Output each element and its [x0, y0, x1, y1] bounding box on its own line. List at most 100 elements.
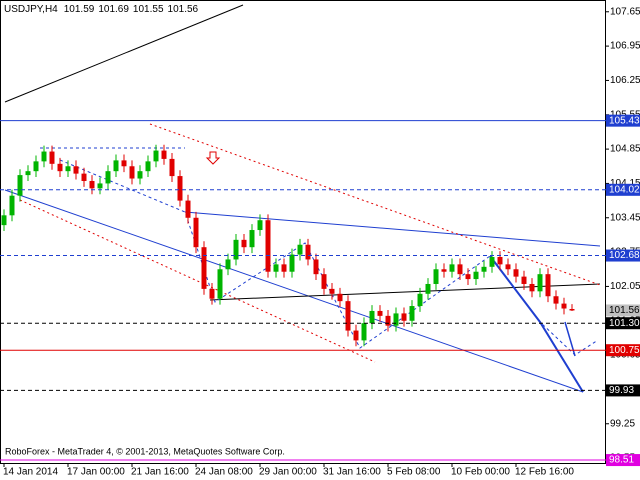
level-label-box: [606, 344, 640, 357]
candle-body: [137, 171, 143, 179]
candle-body: [9, 195, 15, 216]
candle-body: [513, 269, 519, 277]
candle-body: [169, 158, 175, 177]
candle-body: [289, 254, 295, 272]
candle-body: [409, 306, 415, 321]
candle-body: [177, 176, 183, 201]
level-label-box: [606, 114, 640, 127]
candle-body: [89, 180, 95, 189]
bid-label-box: [606, 304, 640, 317]
candle-body: [377, 310, 383, 316]
candle-body: [385, 315, 391, 326]
candle-body: [433, 269, 439, 284]
symbol: USDJPY,H4: [4, 4, 58, 15]
y-tick-label: 107.65: [610, 6, 640, 17]
y-tick-label: 102.05: [610, 281, 640, 292]
y-tick-label: 106.25: [610, 75, 640, 86]
candle-body: [553, 296, 559, 304]
candle-body: [73, 166, 79, 174]
trend-line: [4, 189, 584, 393]
annotations: [4, 4, 601, 393]
wave-line: [59, 159, 599, 356]
level-label: 99.93: [609, 385, 634, 396]
candle-body: [465, 274, 471, 280]
level-label-box: [606, 384, 640, 397]
x-tick-label: 24 Jan 08:00: [195, 467, 253, 478]
candle-body: [1, 215, 7, 226]
candle-body: [329, 288, 335, 294]
candle-body: [33, 161, 39, 172]
x-tick-label: 29 Jan 00:00: [259, 467, 317, 478]
candle-body: [545, 274, 551, 297]
level-label-box: [606, 454, 640, 467]
y-tick-label: 99.25: [610, 418, 635, 429]
candle-body: [273, 264, 279, 272]
candle-body: [449, 264, 455, 272]
candle-body: [25, 171, 31, 176]
candle-body: [57, 163, 63, 172]
candle-body: [441, 269, 447, 272]
candle-body: [113, 160, 119, 172]
x-tick-label: 10 Feb 00:00: [451, 467, 510, 478]
candle-body: [345, 301, 351, 331]
x-tick-label: 31 Jan 16:00: [323, 467, 381, 478]
candle-body: [121, 160, 127, 167]
y-tick-label: 104.85: [610, 144, 640, 155]
level-label: 102.68: [609, 250, 640, 261]
candle-body: [81, 173, 87, 181]
candle-body: [193, 217, 199, 248]
x-tick-label: 12 Feb 16:00: [515, 467, 574, 478]
header-high: 101.69: [98, 4, 129, 15]
candle-body: [105, 171, 111, 184]
plot-border: [0, 0, 606, 464]
level-label: 104.02: [609, 184, 640, 195]
candle-body: [145, 161, 151, 172]
candle-body: [281, 264, 287, 272]
trend-line: [4, 4, 244, 103]
candle-body: [561, 303, 567, 309]
header-close: 101.56: [168, 4, 199, 15]
candle-body: [537, 274, 543, 292]
candle-body: [425, 283, 431, 294]
candle-body: [393, 313, 399, 326]
candle-body: [209, 288, 215, 299]
candle-body: [489, 257, 495, 267]
candle-body: [481, 266, 487, 272]
level-label: 101.30: [609, 318, 640, 329]
level-label: 105.43: [609, 115, 640, 126]
x-tick-label: 21 Jan 16:00: [131, 467, 189, 478]
channel-line: [19, 199, 376, 363]
header-low: 101.55: [133, 4, 164, 15]
candle-body: [241, 239, 247, 248]
candle-body: [361, 323, 367, 341]
candle-body: [65, 166, 71, 172]
level-label-box: [606, 317, 640, 330]
level-label: 98.51: [609, 455, 634, 466]
x-tick-label: 5 Feb 08:00: [387, 467, 441, 478]
candle-body: [201, 247, 207, 289]
projection-line: [489, 255, 584, 393]
x-tick-label: 17 Jan 00:00: [67, 467, 125, 478]
level-label: 100.75: [609, 345, 640, 356]
candle-body: [305, 244, 311, 260]
candle-body: [457, 264, 463, 275]
plot: [1, 144, 575, 347]
candle-body: [153, 150, 159, 162]
trend-line: [184, 211, 601, 247]
candle-body: [49, 151, 55, 164]
candle-body: [369, 310, 375, 324]
candle-body: [313, 259, 319, 275]
candle-body: [521, 276, 527, 284]
candle-body: [129, 166, 135, 179]
candle-body: [17, 175, 23, 196]
candle-body: [353, 330, 359, 341]
candle-body: [529, 283, 535, 292]
candle-body: [337, 293, 343, 302]
candle-body: [233, 239, 239, 260]
trend-line: [209, 283, 601, 301]
candle-body: [185, 200, 191, 218]
chart-header: USDJPY,H4 101.59 101.69 101.55 101.56: [4, 4, 199, 15]
